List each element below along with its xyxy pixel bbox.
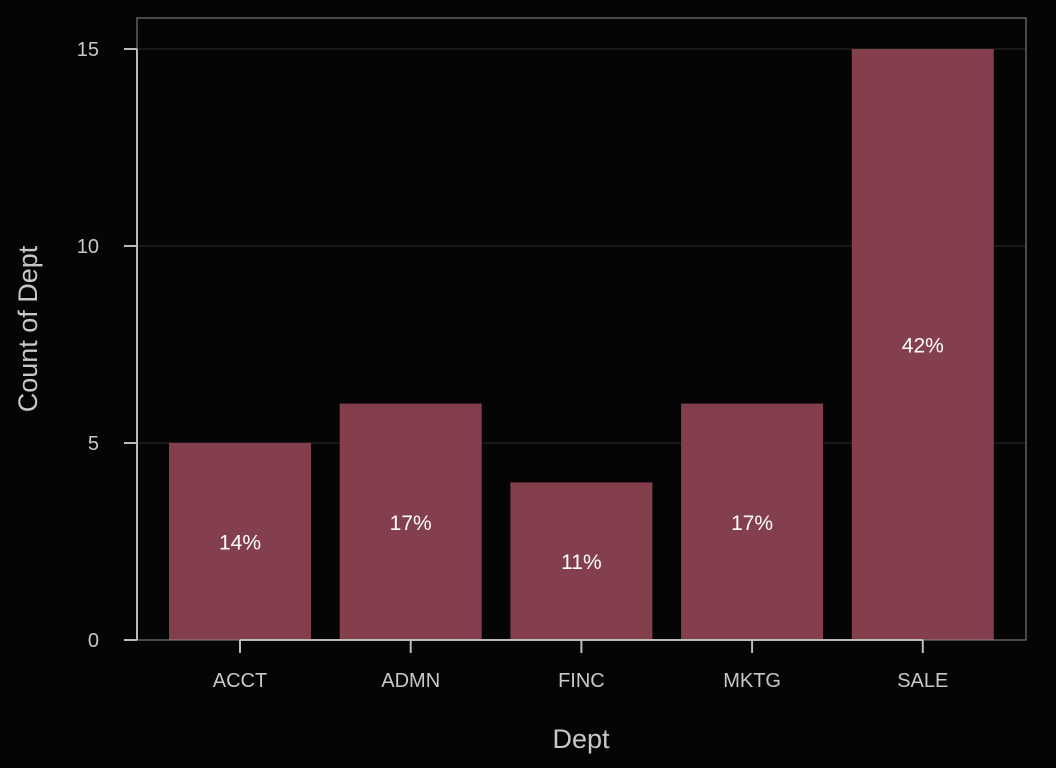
x-tick-label: SALE [897,670,948,692]
data-label-sale: 42% [902,335,944,358]
bar-acct [169,443,311,640]
bar-sale [851,49,994,640]
y-tick-label: 15 [77,39,99,61]
bar-finc [510,482,653,640]
y-tick-label: 10 [77,236,99,258]
y-axis-label: Count of Dept [13,245,43,412]
bar-admn [339,403,482,640]
data-label-acct: 14% [219,532,261,555]
axes: 0 5 10 15 ACCT ADMN FINC MKTG SALE [77,17,1027,692]
x-tick-label: ADMN [381,670,440,692]
bar-mktg [681,403,824,640]
x-axis-label: Dept [552,724,610,754]
y-tick-label: 5 [88,433,99,455]
x-tick-label: MKTG [723,670,781,692]
bars: 14% 17% 11% 17% 42% [169,49,994,640]
x-tick-label: FINC [558,670,605,692]
data-label-admn: 17% [390,512,432,535]
data-label-finc: 11% [561,551,601,574]
data-label-mktg: 17% [731,512,773,535]
y-tick-label: 0 [88,630,99,652]
x-tick-label: ACCT [213,670,267,692]
